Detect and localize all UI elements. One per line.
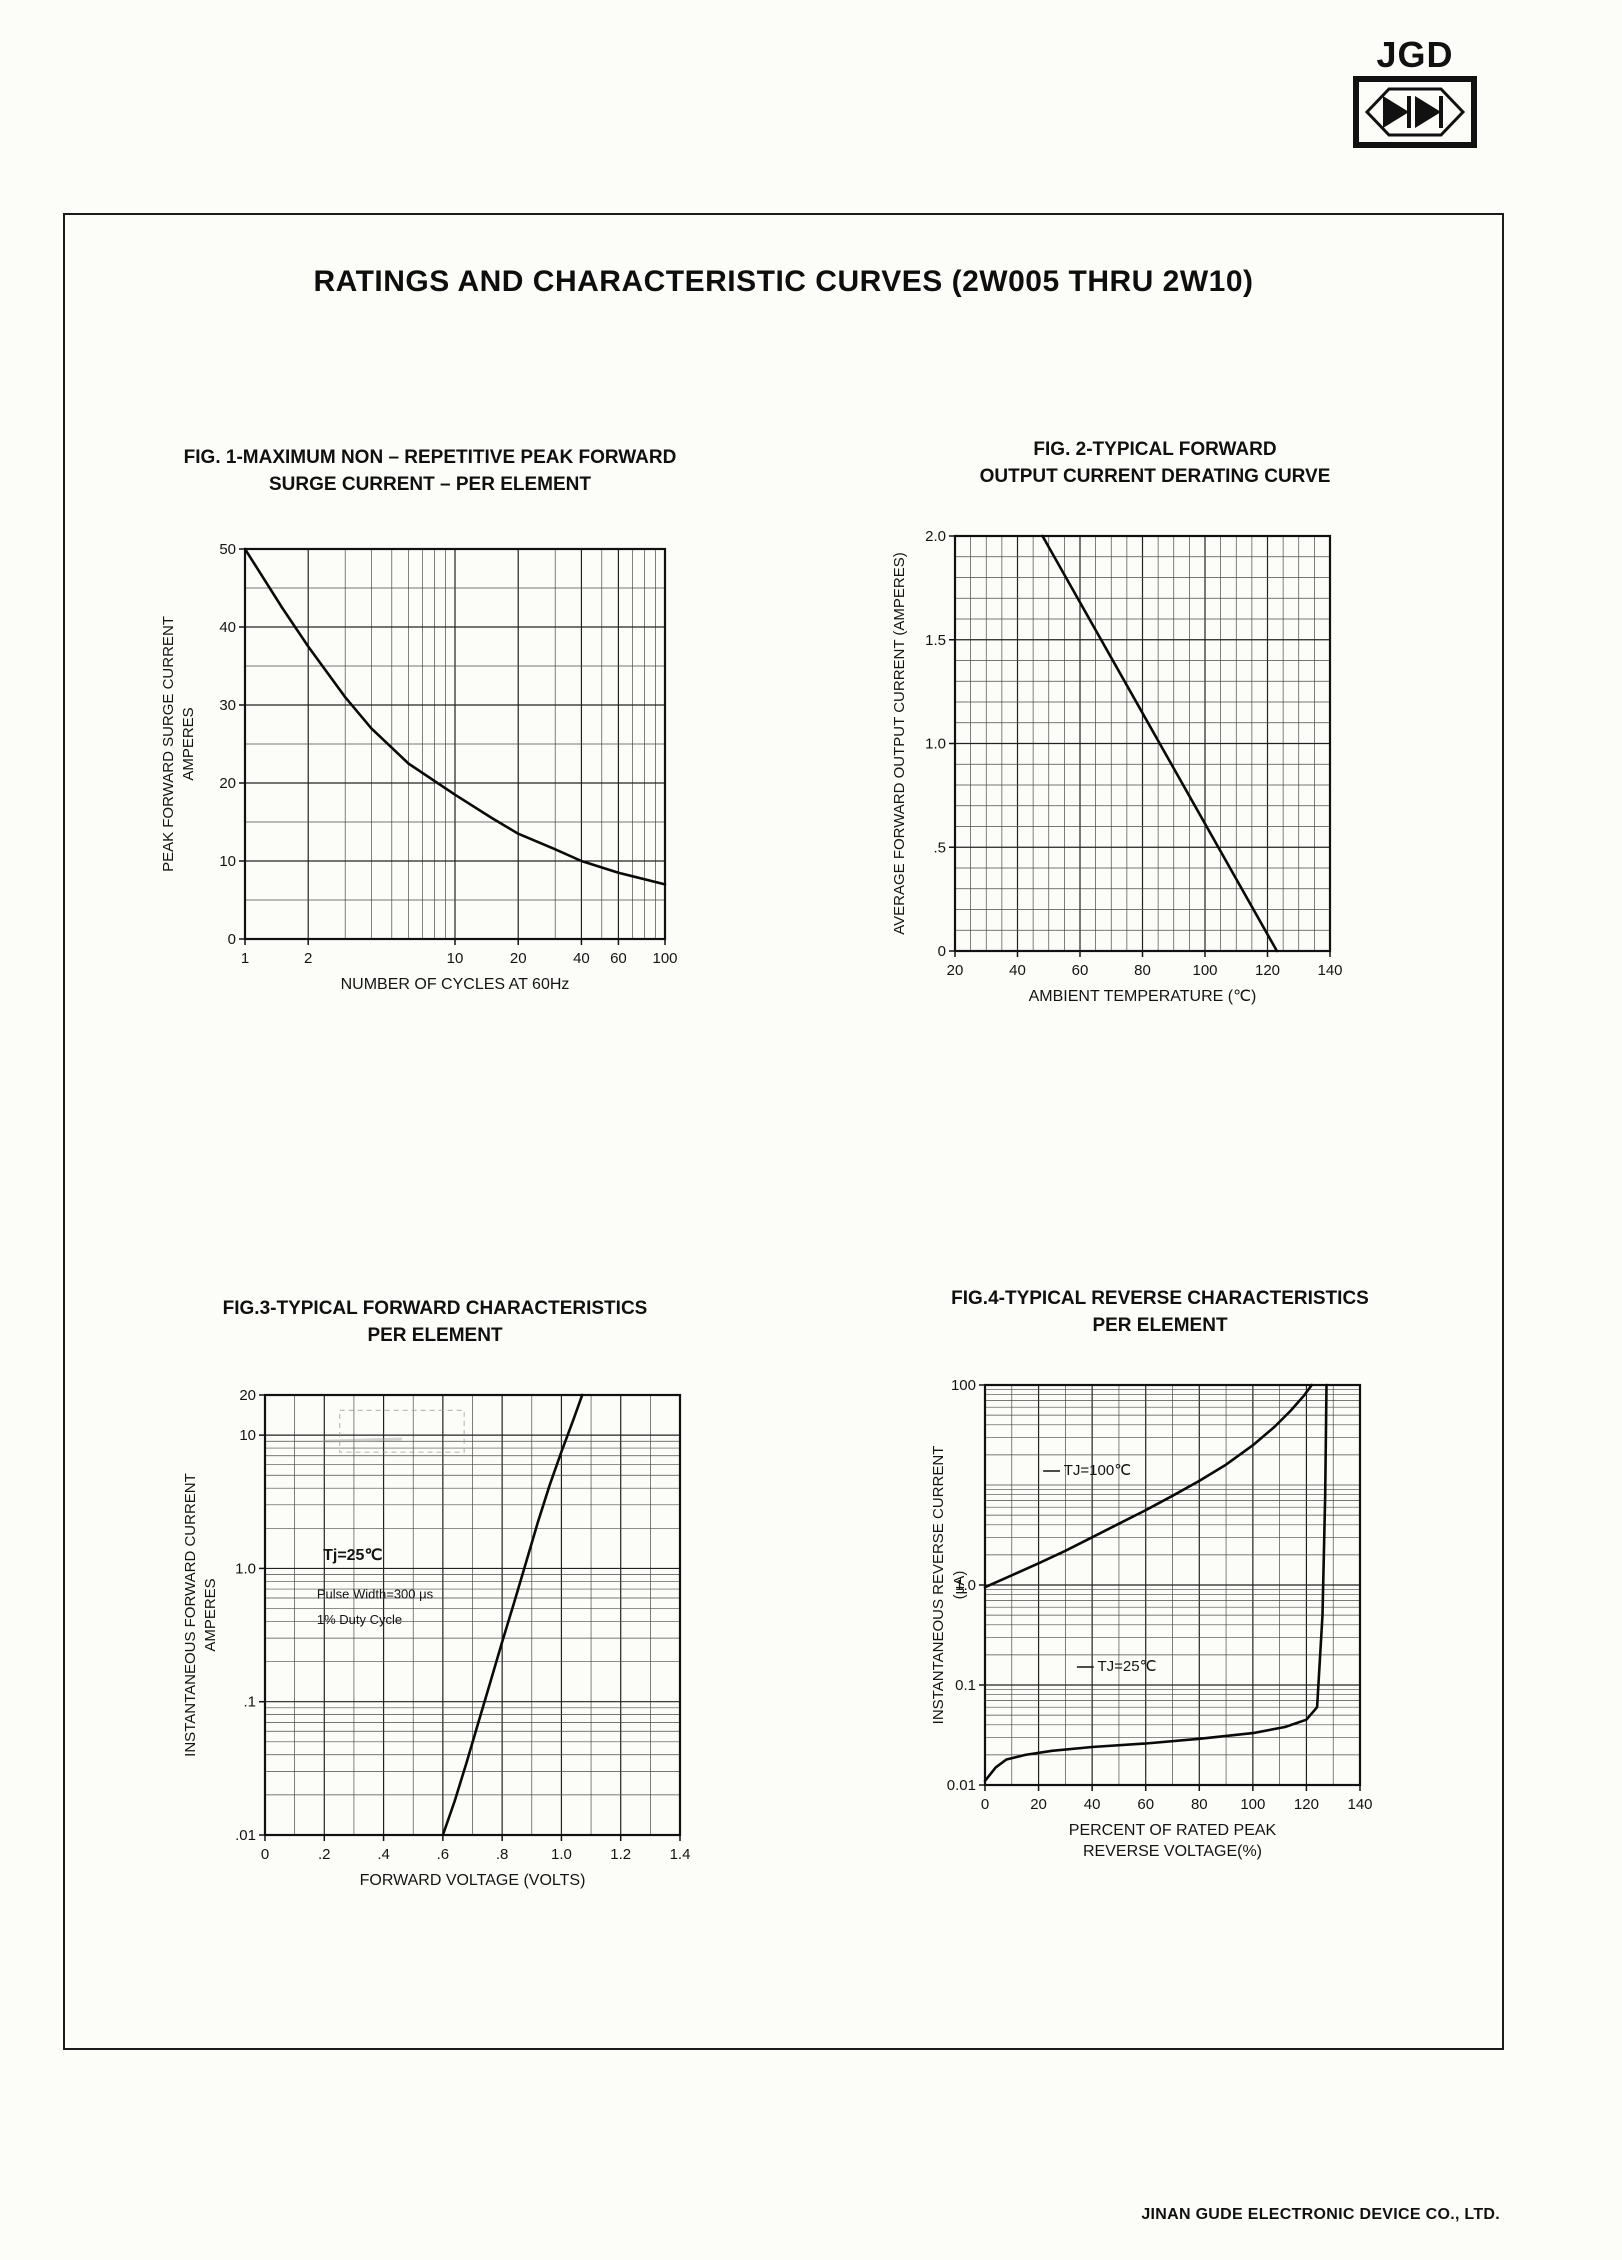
svg-text:20: 20 <box>219 775 236 792</box>
svg-text:100: 100 <box>652 950 677 967</box>
svg-text:1.0: 1.0 <box>235 1560 256 1577</box>
svg-text:100: 100 <box>1192 962 1217 979</box>
figure-3-title: FIG.3-TYPICAL FORWARD CHARACTERISTICS PE… <box>135 1296 735 1349</box>
svg-text:20: 20 <box>947 962 964 979</box>
svg-text:140: 140 <box>1347 1796 1372 1813</box>
svg-text:.1: .1 <box>243 1694 256 1711</box>
content-frame: RATINGS AND CHARACTERISTIC CURVES (2W005… <box>63 213 1504 2050</box>
svg-text:1.2: 1.2 <box>610 1846 631 1863</box>
figure-4-title-line-1: FIG.4-TYPICAL REVERSE CHARACTERISTICS <box>951 1288 1369 1309</box>
figure-2-title: FIG. 2-TYPICAL FORWARD OUTPUT CURRENT DE… <box>875 437 1435 490</box>
svg-text:60: 60 <box>610 950 627 967</box>
svg-text:TJ=100℃: TJ=100℃ <box>1064 1462 1131 1479</box>
svg-text:AVERAGE FORWARD OUTPUT CURRENT: AVERAGE FORWARD OUTPUT CURRENT (AMPERES) <box>891 552 908 935</box>
figure-2-chart: 20 40 60 80 100 120 140 0 .5 1.0 1.5 2.0 AMBIENT TEM… <box>880 520 1355 1041</box>
figure-3-chart: 0 .2 .4 .6 .8 1.0 1.2 1.4 .01 .1 1.0 10 20 FORWARD VO… <box>145 1379 700 1940</box>
svg-text:60: 60 <box>1072 962 1089 979</box>
svg-text:1.0: 1.0 <box>551 1846 572 1863</box>
svg-text:40: 40 <box>573 950 590 967</box>
svg-text:10: 10 <box>447 950 464 967</box>
svg-text:INSTANTANEOUS FORWARD CURRENT: INSTANTANEOUS FORWARD CURRENT <box>182 1473 199 1757</box>
svg-text:120: 120 <box>1255 962 1280 979</box>
svg-text:0: 0 <box>981 1796 989 1813</box>
svg-text:Pulse Width=300 μs: Pulse Width=300 μs <box>317 1586 434 1601</box>
svg-text:.5: .5 <box>933 839 946 856</box>
figure-2-title-line-1: FIG. 2-TYPICAL FORWARD <box>1033 439 1277 460</box>
svg-text:1: 1 <box>241 950 249 967</box>
svg-text:80: 80 <box>1191 1796 1208 1813</box>
figure-2-title-line-2: OUTPUT CURRENT DERATING CURVE <box>979 465 1331 487</box>
svg-text:40: 40 <box>1084 1796 1101 1813</box>
svg-text:0: 0 <box>261 1846 269 1863</box>
svg-text:30: 30 <box>219 697 236 714</box>
svg-text:AMBIENT TEMPERATURE (℃): AMBIENT TEMPERATURE (℃) <box>1029 988 1257 1005</box>
svg-text:0.1: 0.1 <box>955 1677 976 1694</box>
figure-4-chart: 0 20 40 60 80 100 120 140 0.01 0.1 1.0 100 PERCENT O… <box>905 1369 1385 1900</box>
figure-1-title-line-1: FIG. 1-MAXIMUM NON – REPETITIVE PEAK FOR… <box>183 447 677 468</box>
svg-text:PEAK FORWARD SURGE CURRENT: PEAK FORWARD SURGE CURRENT <box>160 616 177 872</box>
svg-text:FORWARD VOLTAGE (VOLTS): FORWARD VOLTAGE (VOLTS) <box>360 1872 586 1889</box>
svg-text:TJ=25℃: TJ=25℃ <box>1098 1658 1157 1675</box>
svg-text:0.01: 0.01 <box>947 1777 976 1794</box>
svg-text:1% Duty Cycle: 1% Duty Cycle <box>317 1612 402 1627</box>
svg-text:10: 10 <box>219 853 236 870</box>
svg-text:(μA): (μA) <box>951 1571 968 1600</box>
figure-1-title: FIG. 1-MAXIMUM NON – REPETITIVE PEAK FOR… <box>130 445 730 498</box>
figure-4-title: FIG.4-TYPICAL REVERSE CHARACTERISTICS PE… <box>860 1286 1460 1339</box>
bridge-rectifier-logo-icon <box>1353 76 1477 148</box>
svg-text:REVERSE VOLTAGE(%): REVERSE VOLTAGE(%) <box>1083 1843 1262 1860</box>
footer-company: JINAN GUDE ELECTRONIC DEVICE CO., LTD. <box>1141 2206 1500 2223</box>
svg-text:PERCENT OF RATED PEAK: PERCENT OF RATED PEAK <box>1069 1822 1277 1839</box>
page-title: RATINGS AND CHARACTERISTIC CURVES (2W005… <box>313 265 1254 298</box>
svg-text:Tj=25℃: Tj=25℃ <box>323 1547 382 1564</box>
svg-text:40: 40 <box>219 619 236 636</box>
svg-text:120: 120 <box>1294 1796 1319 1813</box>
svg-text:AMPERES: AMPERES <box>202 1578 219 1651</box>
brand-name: JGD <box>1376 34 1454 75</box>
svg-text:.01: .01 <box>235 1827 256 1844</box>
svg-text:.8: .8 <box>496 1846 509 1863</box>
svg-text:0: 0 <box>938 943 946 960</box>
svg-text:100: 100 <box>951 1377 976 1394</box>
figure-1-title-line-2: SURGE CURRENT – PER ELEMENT <box>269 473 591 495</box>
svg-text:10: 10 <box>239 1427 256 1444</box>
figure-3-title-line-1: FIG.3-TYPICAL FORWARD CHARACTERISTICS <box>222 1298 648 1319</box>
brand-block: JGD <box>1348 34 1482 153</box>
figure-1-chart: 1 2 10 20 40 60 100 0 10 20 30 40 50 NUMBER OF CYCLES… <box>125 533 680 1023</box>
svg-text:.4: .4 <box>377 1846 390 1863</box>
svg-text:20: 20 <box>239 1387 256 1404</box>
svg-text:AMPERES: AMPERES <box>180 707 197 780</box>
svg-text:1.5: 1.5 <box>925 632 946 649</box>
svg-text:40: 40 <box>1009 962 1026 979</box>
svg-text:60: 60 <box>1137 1796 1154 1813</box>
svg-text:20: 20 <box>1030 1796 1047 1813</box>
svg-text:50: 50 <box>219 541 236 558</box>
svg-text:1.4: 1.4 <box>670 1846 691 1863</box>
svg-text:100: 100 <box>1240 1796 1265 1813</box>
figure-3-title-line-2: PER ELEMENT <box>367 1324 503 1346</box>
svg-text:1.0: 1.0 <box>925 736 946 753</box>
svg-text:80: 80 <box>1134 962 1151 979</box>
figure-4-title-line-2: PER ELEMENT <box>1092 1314 1228 1336</box>
svg-text:2: 2 <box>304 950 312 967</box>
svg-text:20: 20 <box>510 950 527 967</box>
svg-text:2.0: 2.0 <box>925 528 946 545</box>
svg-text:NUMBER OF CYCLES AT 60Hz: NUMBER OF CYCLES AT 60Hz <box>341 976 570 993</box>
svg-text:.2: .2 <box>318 1846 331 1863</box>
svg-text:0: 0 <box>228 931 236 948</box>
svg-text:1.0: 1.0 <box>955 1577 976 1594</box>
svg-text:.6: .6 <box>437 1846 450 1863</box>
svg-text:140: 140 <box>1317 962 1342 979</box>
svg-text:INSTANTANEOUS REVERSE CURRENT: INSTANTANEOUS REVERSE CURRENT <box>930 1446 947 1725</box>
